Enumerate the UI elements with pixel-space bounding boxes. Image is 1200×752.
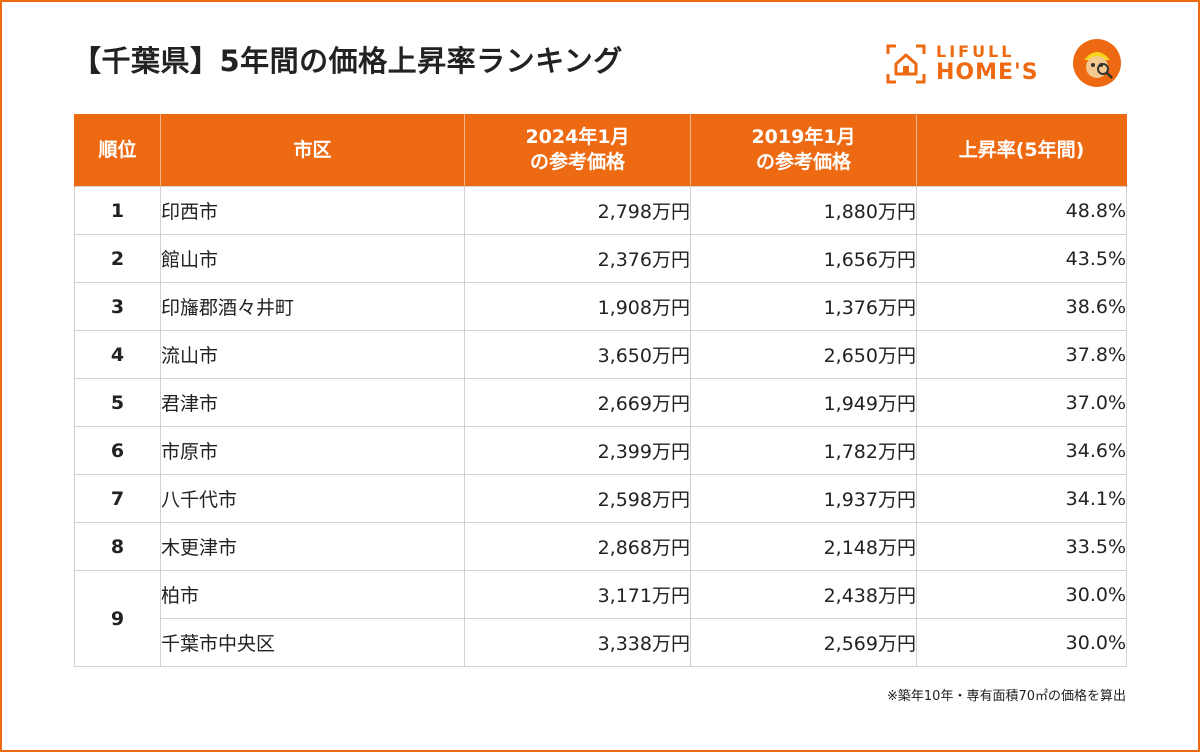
header-price-2019: 2019年1月 の参考価格 bbox=[690, 114, 917, 187]
rate-cell: 37.8% bbox=[916, 330, 1127, 379]
header-rank: 順位 bbox=[74, 114, 161, 187]
price-2019-cell: 1,949万円 bbox=[690, 378, 917, 427]
header-rate: 上昇率(5年間) bbox=[916, 114, 1127, 187]
table-row: 9 柏市 3,171万円 2,438万円 30.0% bbox=[74, 570, 1127, 667]
price-2019-cell: 1,880万円 bbox=[690, 186, 917, 235]
rank-cell: 2 bbox=[74, 234, 161, 283]
rank-cell: 9 bbox=[74, 570, 161, 667]
price-2024-cell: 2,376万円 bbox=[464, 234, 691, 283]
price-2024-cell: 1,908万円 bbox=[464, 282, 691, 331]
table-row: 1 印西市 2,798万円 1,880万円 48.8% bbox=[74, 186, 1127, 235]
price-2024-cell: 2,798万円 bbox=[464, 186, 691, 235]
city-cell: 木更津市 bbox=[160, 522, 465, 571]
city-cell: 印西市 bbox=[160, 186, 465, 235]
table-row: 3 印旛郡酒々井町 1,908万円 1,376万円 38.6% bbox=[74, 282, 1127, 331]
rate-cell: 30.0% bbox=[916, 570, 1127, 619]
price-2024-cell: 2,669万円 bbox=[464, 378, 691, 427]
city-cell: 流山市 bbox=[160, 330, 465, 379]
brand-line1: LIFULL bbox=[936, 42, 1015, 61]
rank-cell: 4 bbox=[74, 330, 161, 379]
price-2024-cell: 3,171万円 bbox=[464, 570, 691, 619]
rate-cell: 48.8% bbox=[916, 186, 1127, 235]
rate-cell: 37.0% bbox=[916, 378, 1127, 427]
city-cell: 館山市 bbox=[160, 234, 465, 283]
price-2019-cell: 1,937万円 bbox=[690, 474, 917, 523]
rank-cell: 1 bbox=[74, 186, 161, 235]
price-2024-cell: 3,338万円 bbox=[464, 618, 691, 667]
rate-cell: 30.0% bbox=[916, 618, 1127, 667]
city-cell: 君津市 bbox=[160, 378, 465, 427]
city-cell: 柏市 bbox=[160, 570, 465, 619]
city-cell: 八千代市 bbox=[160, 474, 465, 523]
rate-cell: 38.6% bbox=[916, 282, 1127, 331]
city-cell: 市原市 bbox=[160, 426, 465, 475]
price-2019-cell: 2,569万円 bbox=[690, 618, 917, 667]
header-city: 市区 bbox=[160, 114, 465, 187]
header-price-2024: 2024年1月 の参考価格 bbox=[464, 114, 691, 187]
table-row: 6 市原市 2,399万円 1,782万円 34.6% bbox=[74, 426, 1127, 475]
price-2019-cell: 1,656万円 bbox=[690, 234, 917, 283]
price-2019-cell: 1,782万円 bbox=[690, 426, 917, 475]
rate-cell: 43.5% bbox=[916, 234, 1127, 283]
table-row: 7 八千代市 2,598万円 1,937万円 34.1% bbox=[74, 474, 1127, 523]
city-cell: 印旛郡酒々井町 bbox=[160, 282, 465, 331]
rank-cell: 6 bbox=[74, 426, 161, 475]
table-header-row: 順位 市区 2024年1月 の参考価格 2019年1月 の参考価格 上昇率(5年… bbox=[74, 114, 1127, 187]
rank-cell: 7 bbox=[74, 474, 161, 523]
brand-line2: HOME'S bbox=[936, 60, 1039, 85]
price-2024-cell: 3,650万円 bbox=[464, 330, 691, 379]
house-logo-icon bbox=[886, 44, 926, 84]
price-2024-cell: 2,399万円 bbox=[464, 426, 691, 475]
price-2019-cell: 2,438万円 bbox=[690, 570, 917, 619]
header-price-2019-line1: 2019年1月 bbox=[751, 126, 856, 149]
mascot-icon bbox=[1073, 39, 1121, 87]
rank-cell: 5 bbox=[74, 378, 161, 427]
rank-cell: 3 bbox=[74, 282, 161, 331]
rate-cell: 34.6% bbox=[916, 426, 1127, 475]
page-title: 【千葉県】5年間の価格上昇率ランキング bbox=[72, 44, 623, 78]
table-row: 8 木更津市 2,868万円 2,148万円 33.5% bbox=[74, 522, 1127, 571]
ranking-table: 順位 市区 2024年1月 の参考価格 2019年1月 の参考価格 上昇率(5年… bbox=[74, 114, 1127, 667]
table-row: 千葉市中央区 3,338万円 2,569万円 30.0% bbox=[75, 618, 1127, 667]
header-price-2024-line2: の参考価格 bbox=[529, 151, 625, 173]
city-cell: 千葉市中央区 bbox=[160, 618, 465, 667]
table-row: 4 流山市 3,650万円 2,650万円 37.8% bbox=[74, 330, 1127, 379]
table-row: 2 館山市 2,376万円 1,656万円 43.5% bbox=[74, 234, 1127, 283]
price-2024-cell: 2,598万円 bbox=[464, 474, 691, 523]
table-row: 5 君津市 2,669万円 1,949万円 37.0% bbox=[74, 378, 1127, 427]
price-2019-cell: 2,148万円 bbox=[690, 522, 917, 571]
price-2019-cell: 1,376万円 bbox=[690, 282, 917, 331]
rate-cell: 33.5% bbox=[916, 522, 1127, 571]
price-2024-cell: 2,868万円 bbox=[464, 522, 691, 571]
price-2019-cell: 2,650万円 bbox=[690, 330, 917, 379]
rank-cell: 8 bbox=[74, 522, 161, 571]
header-price-2024-line1: 2024年1月 bbox=[525, 126, 630, 149]
header-price-2019-line2: の参考価格 bbox=[755, 151, 851, 173]
brand-logo: LIFULL HOME'S bbox=[886, 39, 1126, 94]
rate-cell: 34.1% bbox=[916, 474, 1127, 523]
footnote: ※築年10年・専有面積70㎡の価格を算出 bbox=[887, 689, 1126, 704]
